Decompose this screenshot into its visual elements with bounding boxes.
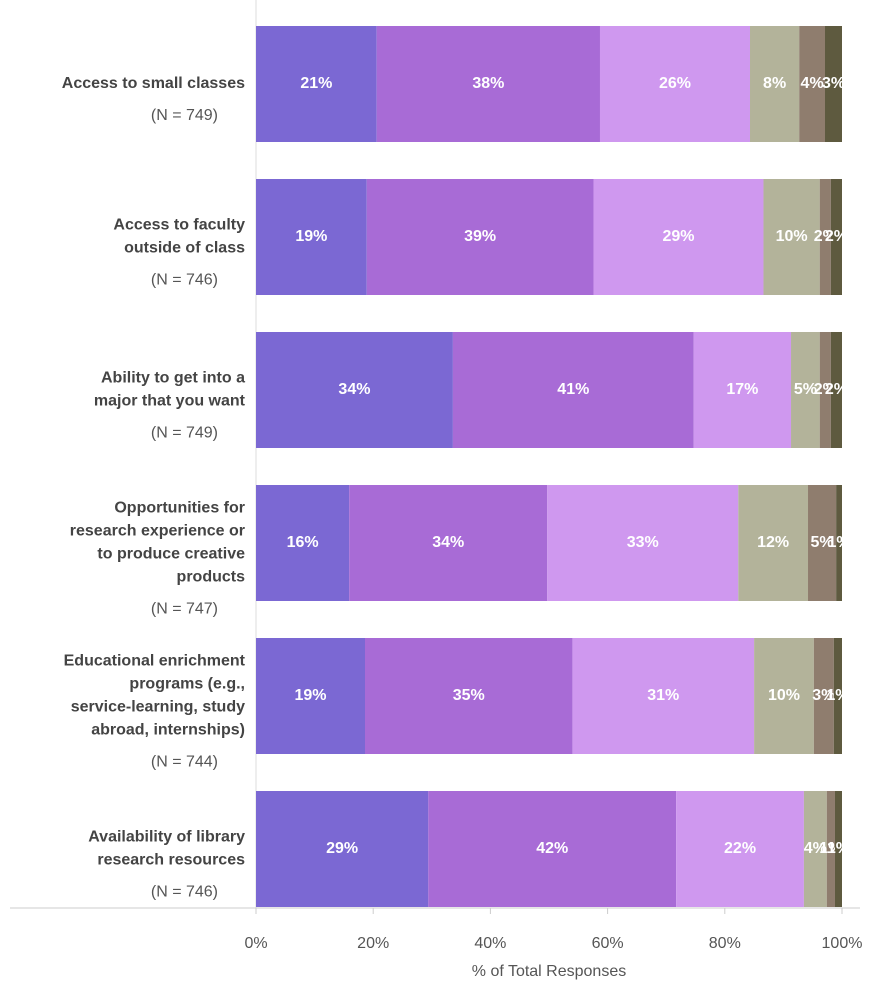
- bar-segment: [364, 638, 573, 754]
- value-label: 5%: [794, 381, 817, 398]
- value-label: 10%: [768, 687, 800, 704]
- bar-segment: [830, 332, 842, 448]
- category-label: products: [177, 569, 246, 586]
- bar-segment: [349, 485, 548, 601]
- bar-segment: [593, 179, 764, 295]
- bar-segment: [819, 179, 831, 295]
- bar-segment: [813, 638, 834, 754]
- x-tick-label: 60%: [592, 935, 624, 952]
- value-label: 21%: [300, 75, 332, 92]
- value-label: 19%: [295, 228, 327, 245]
- value-label: 10%: [776, 228, 808, 245]
- bar-segment: [366, 179, 594, 295]
- category-label: programs (e.g.,: [129, 676, 245, 693]
- value-label: 16%: [287, 534, 319, 551]
- category-label: to produce creative: [97, 546, 245, 563]
- n-label: (N = 749): [151, 107, 218, 124]
- bar-segment: [803, 791, 827, 907]
- value-label: 34%: [432, 534, 464, 551]
- bar-segment: [836, 485, 842, 601]
- value-label: 29%: [326, 840, 358, 857]
- category-label: Availability of library: [88, 829, 245, 846]
- bar-segment: [256, 638, 365, 754]
- bar-segment: [256, 26, 377, 142]
- category-label: service-learning, study: [71, 699, 245, 716]
- category-label: Educational enrichment: [64, 653, 246, 670]
- bar-segment: [547, 485, 739, 601]
- value-label: 3%: [822, 75, 845, 92]
- bar-segment: [754, 638, 814, 754]
- category-label: outside of class: [124, 240, 245, 257]
- n-label: (N = 744): [151, 754, 218, 771]
- bar-segment: [749, 26, 800, 142]
- bar-segment: [428, 791, 677, 907]
- bar-segment: [826, 791, 835, 907]
- value-label: 34%: [338, 381, 370, 398]
- n-label: (N = 747): [151, 601, 218, 618]
- value-label: 42%: [536, 840, 568, 857]
- value-label: 19%: [294, 687, 326, 704]
- value-label: 1%: [827, 840, 850, 857]
- bar-segment: [676, 791, 804, 907]
- bar-segment: [452, 332, 694, 448]
- value-label: 4%: [801, 75, 824, 92]
- value-label: 2%: [825, 381, 848, 398]
- n-label: (N = 746): [151, 272, 218, 289]
- value-label: 38%: [472, 75, 504, 92]
- n-label: (N = 746): [151, 884, 218, 901]
- bar-segment: [376, 26, 600, 142]
- bar-segment: [799, 26, 826, 142]
- bar-segment: [830, 179, 842, 295]
- value-label: 1%: [826, 687, 849, 704]
- bar-segment: [763, 179, 820, 295]
- value-label: 41%: [557, 381, 589, 398]
- category-label: Ability to get into a: [101, 370, 245, 387]
- value-label: 17%: [726, 381, 758, 398]
- bar-segment: [256, 179, 367, 295]
- value-label: 22%: [724, 840, 756, 857]
- bar-segment: [808, 485, 837, 601]
- bar-segment: [599, 26, 750, 142]
- category-label: research experience or: [70, 523, 245, 540]
- bar-segment: [256, 791, 429, 907]
- x-tick-label: 80%: [709, 935, 741, 952]
- bar-segment: [256, 332, 453, 448]
- category-label: Access to faculty: [113, 217, 245, 234]
- value-label: 35%: [453, 687, 485, 704]
- x-axis-title: % of Total Responses: [472, 963, 626, 980]
- value-label: 3%: [812, 687, 835, 704]
- bar-segment: [825, 26, 842, 142]
- x-tick-label: 100%: [822, 935, 863, 952]
- value-label: 31%: [647, 687, 679, 704]
- x-tick-label: 0%: [244, 935, 267, 952]
- category-label: Access to small classes: [62, 75, 245, 92]
- value-label: 2%: [825, 228, 848, 245]
- bar-segment: [738, 485, 809, 601]
- bar-segment: [834, 791, 842, 907]
- category-label: Opportunities for: [114, 500, 245, 517]
- category-label: abroad, internships): [91, 722, 245, 739]
- n-label: (N = 749): [151, 425, 218, 442]
- bar-segment: [572, 638, 755, 754]
- x-tick-label: 40%: [474, 935, 506, 952]
- value-label: 26%: [659, 75, 691, 92]
- value-label: 4%: [804, 840, 827, 857]
- bar-segment: [256, 485, 350, 601]
- bar-segment: [693, 332, 792, 448]
- value-label: 33%: [627, 534, 659, 551]
- category-label: research resources: [97, 852, 245, 869]
- value-label: 29%: [662, 228, 694, 245]
- value-label: 39%: [464, 228, 496, 245]
- value-label: 8%: [763, 75, 786, 92]
- category-label: major that you want: [94, 393, 246, 410]
- x-tick-label: 20%: [357, 935, 389, 952]
- bar-segment: [833, 638, 842, 754]
- bar-segment: [791, 332, 820, 448]
- value-label: 12%: [757, 534, 789, 551]
- bar-segment: [819, 332, 831, 448]
- value-label: 1%: [828, 534, 851, 551]
- value-label: 5%: [811, 534, 834, 551]
